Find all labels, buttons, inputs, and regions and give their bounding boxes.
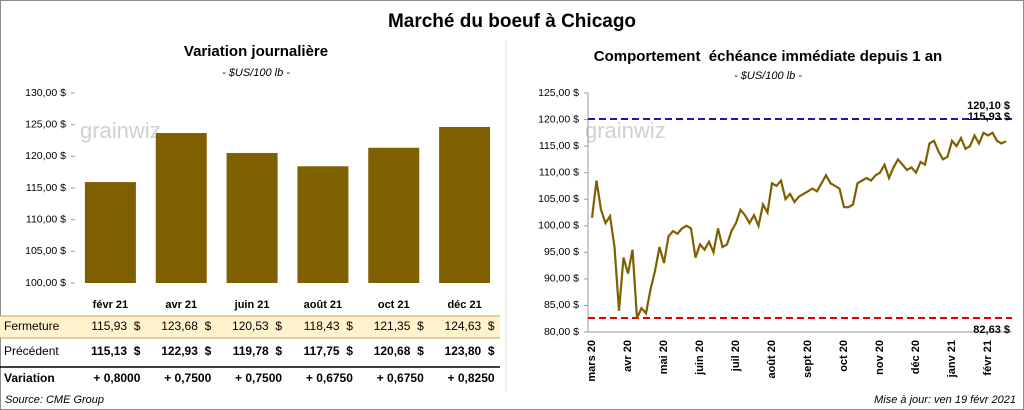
bar [84,182,136,283]
chart-title: Variation journalière [184,43,328,60]
x-tick-label: déc 20 [910,340,922,374]
table-cell: 120,53 $ [232,319,282,333]
chart-subtitle: - $US/100 lb - [734,70,802,82]
table-cell: + 0,7500 [235,371,282,385]
table-cell: 122,93 $ [161,344,211,358]
x-tick-label: mars 20 [586,340,598,382]
x-tick-label: janv 21 [946,340,958,378]
table-highlight [0,316,500,338]
bar [226,152,278,283]
table-cell: 115,13 $ [91,344,141,358]
x-tick-label: août 20 [766,340,778,379]
price-line [590,131,1007,319]
x-tick-label: oct 21 [378,299,410,311]
row-label: Fermeture [4,319,60,333]
y-tick-label: 110,00 $ [539,166,579,178]
table-cell: 121,35 $ [374,319,424,333]
table-cell: 124,63 $ [445,319,495,333]
reference-label: 120,10 $ [967,100,1010,112]
chart-subtitle: - $US/100 lb - [222,67,290,79]
row-label: Précédent [4,344,59,358]
x-tick-label: oct 20 [838,340,850,372]
y-tick-label: 120,00 $ [25,150,66,162]
table-cell: 119,78 $ [233,344,283,358]
page-title: Marché du boeuf à Chicago [388,11,636,32]
table-cell: + 0,8250 [448,371,495,385]
y-tick-label: 110,00 $ [26,213,66,225]
table-cell: 118,43 $ [304,319,353,333]
y-tick-label: 90,00 $ [544,273,579,285]
table-cell: + 0,6750 [306,371,353,385]
y-tick-label: 85,00 $ [544,299,579,311]
x-tick-label: mai 20 [658,340,670,374]
y-tick-label: 130,00 $ [25,87,66,99]
y-tick-label: 100,00 $ [538,220,579,232]
y-tick-label: 125,00 $ [25,118,66,130]
source: Source: CME Group [5,394,104,406]
x-tick-label: juin 21 [234,299,270,311]
bar [368,147,420,283]
bar [297,166,349,283]
watermark: grainwiz [80,118,161,143]
y-tick-label: 100,00 $ [25,277,66,289]
y-tick-label: 125,00 $ [538,87,579,99]
y-tick-label: 105,00 $ [25,245,66,257]
y-tick-label: 120,00 $ [538,113,579,125]
table-cell: + 0,7500 [164,371,211,385]
y-tick-label: 115,00 $ [539,140,579,152]
table-cell: 115,93 $ [91,319,140,333]
x-tick-label: avr 21 [165,299,197,311]
x-tick-label: nov 20 [874,340,886,375]
y-tick-label: 95,00 $ [544,246,579,258]
chart-title: Comportement échéance immédiate depuis 1… [594,48,942,65]
y-tick-label: 105,00 $ [538,193,579,205]
table-cell: 117,75 $ [304,344,354,358]
x-tick-label: août 21 [304,299,343,311]
table-cell: 123,68 $ [161,319,211,333]
reference-label: 82,63 $ [973,324,1010,336]
x-tick-label: févr 21 [982,340,994,375]
bar [155,133,207,283]
x-tick-label: juil 20 [730,340,742,372]
x-tick-label: avr 20 [622,340,634,372]
y-tick-label: 115,00 $ [26,182,66,194]
row-label: Variation [4,371,55,385]
bar [439,127,491,283]
x-tick-label: févr 21 [93,299,128,311]
watermark: grainwiz [585,118,666,143]
table-cell: 123,80 $ [445,344,495,358]
x-tick-label: juin 20 [694,340,706,376]
table-cell: + 0,8000 [93,371,140,385]
end-label: 115,93 $ [968,111,1010,123]
table-cell: 120,68 $ [374,344,424,358]
update-date: Mise à jour: ven 19 févr 2021 [874,394,1016,406]
x-tick-label: sept 20 [802,340,814,378]
x-tick-label: déc 21 [447,299,481,311]
table-cell: + 0,6750 [377,371,424,385]
y-tick-label: 80,00 $ [544,326,579,338]
